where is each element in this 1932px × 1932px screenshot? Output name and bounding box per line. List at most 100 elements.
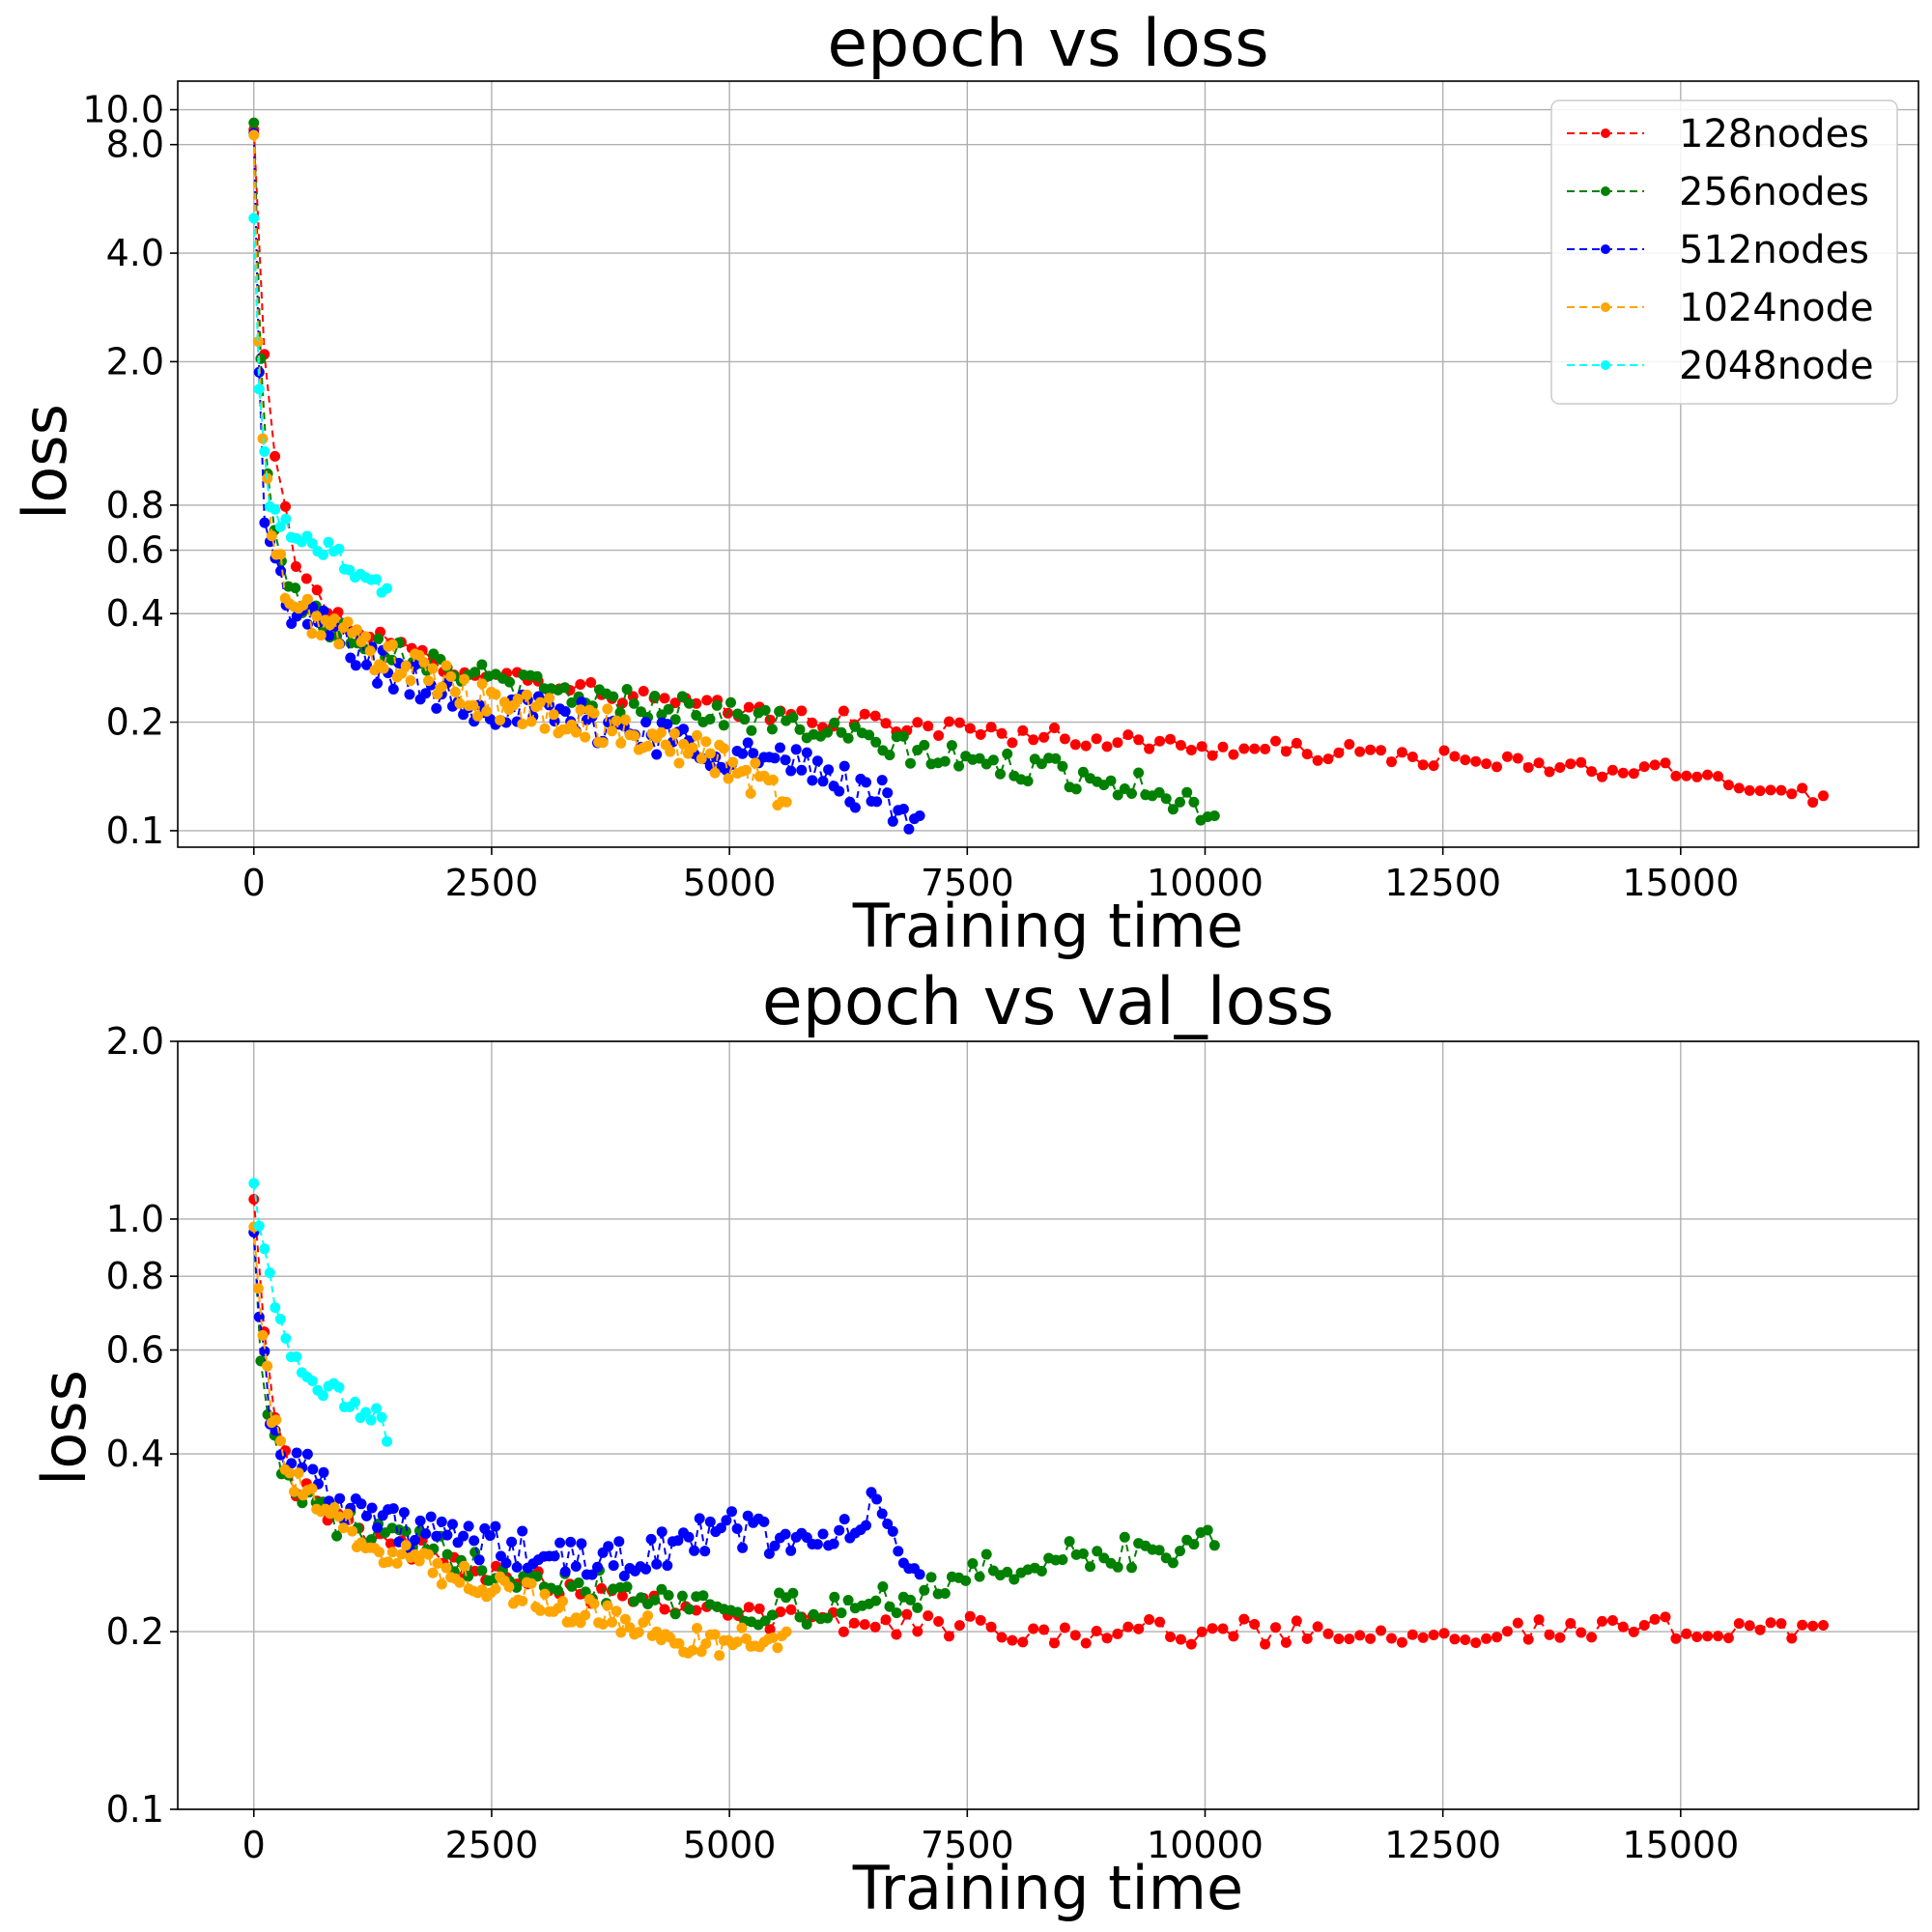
val-loss-chart-point-128nodes	[1565, 1618, 1577, 1629]
val-loss-chart-point-256nodes	[822, 1612, 834, 1624]
val-loss-chart-point-256nodes	[684, 1604, 695, 1615]
val-loss-chart-point-256nodes	[884, 1601, 895, 1612]
loss-chart-point-128nodes	[1249, 743, 1261, 754]
loss-chart-point-128nodes	[1606, 764, 1618, 776]
loss-chart-point-512nodes	[387, 684, 399, 695]
loss-chart-point-256nodes	[884, 750, 895, 761]
val-loss-chart-point-128nodes	[1133, 1623, 1145, 1634]
loss-chart-point-256nodes	[1160, 793, 1172, 805]
loss-chart-point-1024node	[481, 705, 493, 717]
loss-chart-point-512nodes	[307, 601, 319, 612]
val-loss-chart-point-128nodes	[1765, 1617, 1776, 1629]
val-loss-chart-point-256nodes	[870, 1595, 882, 1606]
loss-chart-point-256nodes	[774, 706, 785, 717]
val-loss-chart-point-1024node	[517, 1595, 528, 1606]
loss-chart-point-128nodes	[880, 718, 892, 729]
loss-chart-point-512nodes	[324, 630, 335, 641]
loss-chart-point-1024node	[311, 611, 323, 622]
val-loss-chart-x-tick-label: 15000	[1622, 1824, 1739, 1866]
loss-chart-point-128nodes	[1280, 746, 1292, 757]
val-loss-chart-point-1024node	[436, 1578, 447, 1590]
loss-chart-point-128nodes	[1797, 782, 1808, 794]
val-loss-chart-point-1024node	[490, 1583, 501, 1595]
loss-chart-point-128nodes	[1501, 751, 1513, 762]
loss-chart-x-tick-label: 0	[242, 862, 266, 904]
loss-chart-point-128nodes	[964, 723, 976, 734]
val-loss-chart-point-256nodes	[1188, 1539, 1200, 1550]
val-loss-chart-point-2048node	[365, 1414, 377, 1426]
val-loss-chart-point-128nodes	[1354, 1630, 1366, 1641]
loss-chart-point-128nodes	[1481, 758, 1492, 770]
loss-chart-point-1024node	[539, 723, 551, 734]
val-loss-chart-point-512nodes	[517, 1525, 528, 1537]
val-loss-chart-point-128nodes	[1586, 1632, 1598, 1643]
loss-chart-point-256nodes	[248, 117, 260, 128]
loss-chart-point-128nodes	[764, 714, 776, 725]
loss-chart-point-512nodes	[420, 688, 432, 699]
loss-chart-point-256nodes	[1022, 776, 1034, 787]
val-loss-chart-point-128nodes	[859, 1619, 870, 1631]
val-loss-chart-point-256nodes	[1153, 1545, 1165, 1556]
loss-chart-point-256nodes	[939, 755, 951, 767]
loss-chart-point-128nodes	[1744, 784, 1755, 796]
val-loss-chart-point-512nodes	[763, 1548, 775, 1559]
val-loss-chart-point-1024node	[633, 1627, 644, 1638]
loss-chart-point-128nodes	[796, 705, 808, 717]
loss-chart-point-1024node	[360, 631, 372, 642]
loss-chart-point-128nodes	[1681, 770, 1692, 781]
loss-chart-point-1024node	[436, 681, 447, 693]
loss-chart-y-tick-label: 8.0	[106, 124, 164, 166]
val-loss-chart-point-512nodes	[463, 1520, 474, 1532]
val-loss-chart-point-128nodes	[775, 1606, 786, 1617]
val-loss-chart-point-128nodes	[248, 1194, 260, 1205]
loss-chart-point-256nodes	[566, 696, 578, 708]
val-loss-chart-point-512nodes	[425, 1511, 437, 1522]
loss-chart-point-1024node	[718, 743, 729, 754]
val-loss-chart-point-2048node	[350, 1396, 360, 1407]
val-loss-chart-y-label: loss	[29, 1370, 99, 1486]
loss-chart-point-128nodes	[743, 701, 754, 713]
val-loss-chart-point-256nodes	[636, 1592, 646, 1604]
loss-chart-point-1024node	[440, 660, 452, 671]
loss-chart-line-128nodes	[252, 129, 1825, 804]
loss-chart-point-1024node	[665, 746, 676, 757]
loss-chart-point-512nodes	[887, 815, 898, 827]
loss-chart-point-256nodes	[669, 714, 681, 725]
val-loss-chart-point-1024node	[427, 1567, 439, 1578]
val-loss-chart-point-1024node	[692, 1623, 702, 1634]
loss-chart-point-128nodes	[1344, 739, 1355, 750]
val-loss-chart-point-1024node	[539, 1588, 551, 1600]
val-loss-chart-point-128nodes	[1660, 1611, 1671, 1623]
val-loss-chart-point-1024node	[270, 1414, 282, 1426]
loss-chart: 0 2500 5000 7500 10000 12500 15000 0.10.20.40.…	[10, 6, 1919, 961]
val-loss-chart-point-128nodes	[848, 1617, 860, 1629]
loss-chart-point-1024node	[378, 663, 389, 674]
val-loss-chart-point-512nodes	[253, 1311, 265, 1322]
val-loss-chart-point-2048node	[280, 1333, 292, 1344]
val-loss-chart-point-512nodes	[301, 1448, 313, 1460]
val-loss-chart-point-128nodes	[596, 1582, 608, 1594]
val-loss-chart-point-256nodes	[697, 1590, 709, 1602]
loss-chart-point-128nodes	[1660, 757, 1671, 769]
val-loss-chart-point-128nodes	[1638, 1620, 1650, 1631]
loss-chart-point-128nodes	[975, 728, 986, 740]
loss-chart-point-512nodes	[372, 677, 384, 689]
val-loss-chart-point-128nodes	[659, 1604, 670, 1615]
val-loss-chart-point-128nodes	[1628, 1626, 1639, 1637]
val-loss-chart-point-128nodes	[1713, 1631, 1723, 1642]
loss-chart-point-512nodes	[903, 823, 915, 835]
val-loss-chart-point-256nodes	[1126, 1562, 1137, 1574]
val-loss-chart-point-128nodes	[1807, 1620, 1819, 1632]
val-loss-chart-point-512nodes	[721, 1515, 732, 1526]
loss-chart-point-256nodes	[1105, 775, 1117, 786]
loss-chart-point-256nodes	[794, 724, 806, 735]
loss-chart-point-128nodes	[1776, 784, 1787, 796]
loss-chart-point-256nodes	[746, 724, 757, 736]
loss-chart-point-1024node	[678, 738, 690, 750]
loss-chart-point-512nodes	[259, 517, 270, 528]
loss-chart-point-128nodes	[311, 584, 323, 596]
val-loss-chart-point-128nodes	[1038, 1624, 1050, 1635]
val-loss-chart-point-128nodes	[1196, 1626, 1208, 1637]
val-loss-chart-point-128nodes	[1238, 1613, 1250, 1625]
loss-chart-point-128nodes	[1154, 735, 1166, 747]
